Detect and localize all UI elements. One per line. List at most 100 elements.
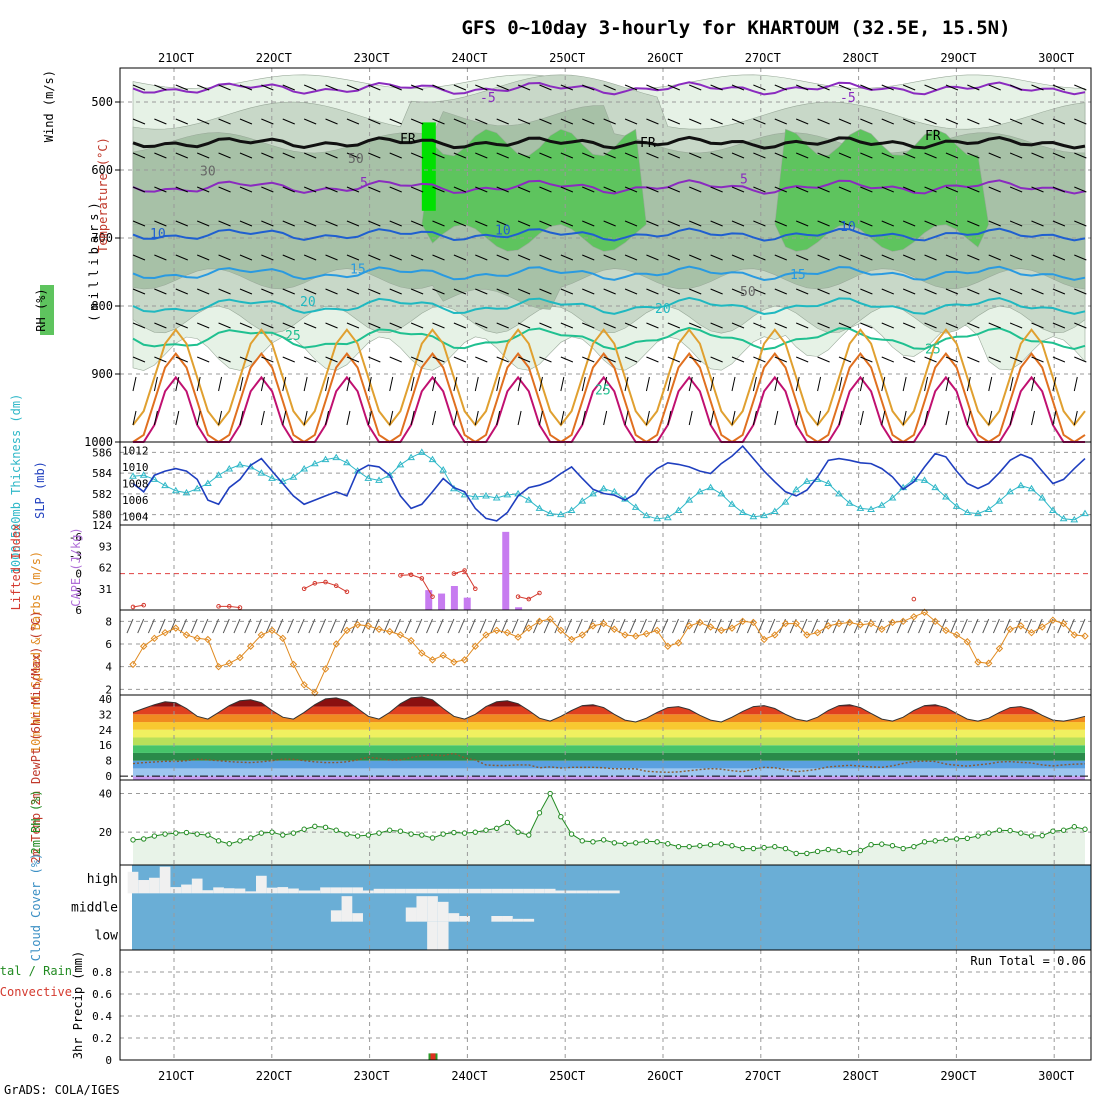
wind-barb (325, 152, 338, 159)
surface-wind-barb (939, 618, 947, 634)
rh-point (986, 830, 992, 836)
rh-point (140, 836, 147, 842)
wind-barb (239, 288, 253, 295)
wind-barb (325, 84, 338, 91)
thickness-point (407, 453, 415, 461)
wind-barb (795, 376, 800, 392)
wind-speed-point (813, 628, 822, 637)
rh-point (515, 829, 521, 835)
wind-speed-point (845, 618, 854, 627)
date-label-bottom: 26OCT (647, 1069, 683, 1083)
cape-bar (463, 597, 471, 610)
wind-barb (175, 186, 188, 193)
surface-wind-barb (233, 618, 241, 634)
wind-barb (689, 186, 702, 193)
wind-barb (795, 322, 809, 329)
date-label-bottom: 27OCT (745, 1069, 781, 1083)
wind-barb (817, 254, 830, 261)
li-point (333, 583, 339, 589)
wind-barb (774, 254, 787, 261)
cape-tick-label: 62 (99, 562, 112, 575)
wind-barb (966, 376, 971, 392)
date-label-top: 27OCT (745, 51, 781, 65)
wind-speed-point (225, 659, 233, 667)
cloud-cell-mid (512, 918, 524, 922)
thickness-point (856, 504, 865, 511)
surface-wind-barb (714, 618, 722, 634)
wind-speed-point (792, 619, 800, 628)
rh-point (889, 842, 896, 849)
surface-wind-barb (811, 618, 819, 634)
wind-barb (346, 376, 351, 392)
thickness-label: 1000-500mb Thickness (dm) (9, 394, 23, 575)
wind-speed-point (835, 619, 843, 628)
wind-barb (325, 410, 330, 426)
wind-barb (303, 356, 317, 363)
wind-barb (1074, 254, 1087, 261)
wind-barb (496, 376, 501, 392)
thickness-point (888, 494, 897, 501)
cloud-cell (191, 878, 203, 894)
wind-barb (175, 152, 188, 159)
surface-wind-barb (971, 618, 979, 634)
wind-speed-point (952, 631, 961, 639)
wind-barb (175, 356, 188, 363)
cloud-cell-mid (405, 907, 417, 922)
wind-barb (881, 118, 894, 125)
rh-point (836, 847, 842, 854)
wind-barb (453, 322, 467, 329)
wind-barb (902, 322, 916, 329)
wind-speed-point (888, 618, 897, 627)
wind-barb (218, 84, 231, 91)
wind-barb (753, 322, 766, 329)
wind-barb (753, 186, 766, 193)
thickness-point (332, 453, 341, 461)
date-label-top: 24OCT (451, 51, 487, 65)
surface-wind-barb (147, 618, 155, 634)
wind-speed-point (717, 626, 726, 635)
wind-barb (239, 410, 244, 426)
wind-barb (389, 220, 402, 227)
wind-barb (774, 322, 787, 329)
rh-point (397, 828, 404, 834)
wind-barb (453, 84, 467, 91)
upper-air-wind-label: Wind (m/s) (42, 70, 56, 142)
surface-wind-barb (607, 618, 615, 634)
cloud-cell (159, 866, 171, 894)
surface-wind-barb (928, 618, 936, 634)
wind-barb (218, 376, 223, 392)
rh-point (526, 832, 532, 838)
wind-barb (881, 84, 894, 91)
wind-barb (603, 118, 616, 125)
wind-barb (218, 220, 231, 227)
wind-barb (924, 322, 937, 329)
rh-point (793, 850, 799, 857)
wind-barb (239, 356, 253, 363)
wind-barb (1031, 288, 1044, 295)
cloud-background (132, 865, 1091, 950)
wind-barb (795, 288, 809, 295)
thickness-point (193, 484, 202, 492)
wind-barb (945, 84, 959, 91)
cape-li-frame (119, 524, 1092, 611)
wind-barb (218, 118, 231, 125)
wind-barb (261, 288, 274, 295)
contour-label: 10 (840, 220, 856, 235)
surface-wind-barb (565, 618, 573, 634)
wind-barb (988, 118, 1001, 125)
rh-point (205, 832, 211, 838)
surface-wind-barb (992, 618, 1000, 634)
surface-wind-barb (725, 618, 733, 634)
wind-barb (1031, 322, 1044, 329)
rh-point (408, 831, 414, 837)
thickness-point (599, 484, 608, 492)
wind-barb (689, 84, 702, 91)
rh-point (162, 831, 168, 837)
wind-barb (239, 152, 253, 159)
wind-barb (475, 152, 488, 159)
li-tick-label: 0 (75, 568, 82, 581)
wind-barb (966, 410, 971, 426)
wind-barb (496, 84, 509, 91)
date-label-bottom: 25OCT (549, 1069, 585, 1083)
thickness-point (546, 509, 555, 517)
